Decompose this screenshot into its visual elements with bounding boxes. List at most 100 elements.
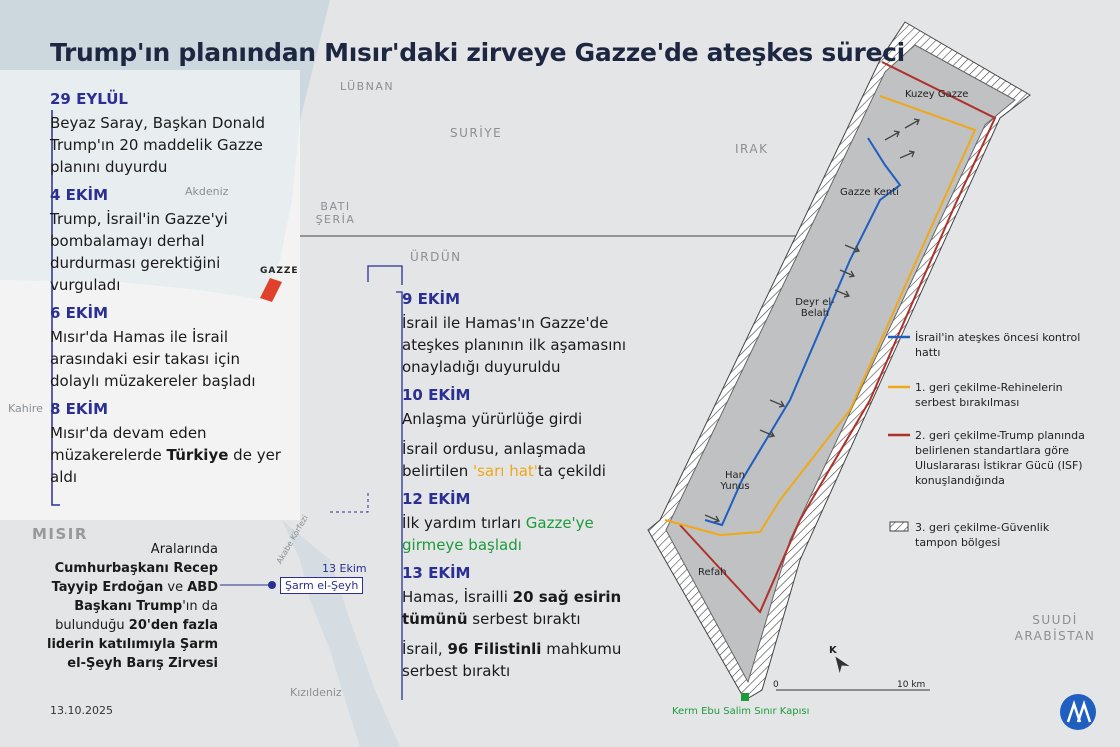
summit-dot — [268, 581, 276, 589]
event: 8 EKİM Mısır'da devam eden müzakerelerde … — [50, 400, 290, 488]
text-segment: ABD Başkanı Trump — [74, 580, 218, 614]
event-date: 9 EKİM — [402, 290, 461, 308]
left-panel — [0, 70, 300, 520]
legend-label: 1. geri çekilme-Rehinelerin serbest bıra… — [915, 381, 1063, 409]
event: 12 EKİM İlk yardım tırları Gazze'ye girme… — [402, 490, 647, 556]
text-segment: Mısır'da devam eden müzakerelerde — [50, 424, 207, 464]
legend-label: 3. geri çekilme-Güvenlik tampon bölgesi — [915, 521, 1050, 549]
event-date: 6 EKİM — [50, 304, 109, 322]
map-label: Akdeniz — [185, 185, 229, 198]
text-segment: de yer aldı — [50, 446, 281, 486]
map-label: SURİYE — [450, 126, 503, 140]
legend-label: 2. geri çekilme-Trump planında belirlene… — [915, 429, 1085, 487]
map-label: BATI ŞERİA — [315, 200, 356, 226]
legend-swatch — [889, 521, 909, 532]
event: 4 EKİM Trump, İsrail'in Gazze'yi bombalam… — [50, 186, 290, 296]
place-label: Gazze Kenti — [840, 187, 899, 198]
text-segment: Anlaşma yürürlüğe girdi — [402, 410, 583, 428]
map-label: LÜBNAN — [340, 80, 395, 93]
place-label: Deyr el-Belah — [795, 297, 835, 319]
logo-mark — [1066, 700, 1092, 723]
event: 9 EKİM İsrail ile Hamas'ın Gazze'de ateşk… — [402, 290, 647, 378]
event-text: Trump, İsrail'in Gazze'yi bombalamayı de… — [50, 208, 290, 296]
red-sea — [282, 520, 400, 747]
event: 10 EKİM Anlaşma yürürlüğe girdi İsrail ord… — [402, 386, 647, 482]
text-segment: mahkumu serbest bıraktı — [402, 640, 622, 680]
text-segment: ve — [163, 580, 188, 595]
text-segment: ta çekildi — [537, 462, 606, 480]
event-text: Mısır'da devam eden müzakerelerde Türkiy… — [50, 422, 290, 488]
north-label: K — [829, 645, 837, 656]
event-date: 29 EYLÜL — [50, 90, 128, 108]
text-segment: Gazze'ye girmeye başladı — [402, 514, 594, 554]
event-date: 4 EKİM — [50, 186, 109, 204]
gaza-strip — [665, 44, 1016, 684]
timeline-left-line — [51, 110, 60, 506]
event-text: İsrail ile Hamas'ın Gazze'de ateşkes pla… — [402, 312, 647, 378]
event-date: 13 EKİM — [402, 564, 471, 582]
event-date: 8 EKİM — [50, 400, 109, 418]
map-label: SUUDİ ARABİSTAN — [1014, 613, 1096, 643]
withdrawal-line-1 — [664, 95, 977, 537]
text-segment: Türkiye — [166, 446, 229, 464]
event-text: İlk yardım tırları Gazze'ye girmeye başl… — [402, 512, 647, 556]
summit-note: Aralarında Cumhurbaşkanı Recep Tayyip Er… — [40, 540, 218, 673]
event-text: Mısır'da Hamas ile İsrail arasındaki esi… — [50, 326, 290, 392]
text-segment: Aralarında — [150, 542, 218, 557]
place-label: Refah — [698, 567, 727, 578]
text-segment: Trump, İsrail'in Gazze'yi bombalamayı de… — [50, 210, 228, 294]
map-label: GAZZE — [260, 266, 299, 276]
event-text: Hamas, İsrailli 20 sağ esirin tümünü ser… — [402, 586, 647, 630]
event-text: Anlaşma yürürlüğe girdi — [402, 408, 647, 430]
logo — [1060, 694, 1096, 730]
place-label: Kuzey Gazze — [905, 89, 969, 100]
text-segment: serbest bıraktı — [467, 610, 581, 628]
withdrawal-arrows — [704, 118, 920, 523]
north-arrow — [835, 656, 850, 673]
crossing-marker — [741, 693, 749, 701]
text-segment: 20 sağ esirin tümünü — [402, 588, 622, 628]
summit-date: 13 Ekim — [322, 562, 367, 575]
event: 6 EKİM Mısır'da Hamas ile İsrail arasında… — [50, 304, 290, 392]
event-text: İsrail, 96 Filistinli mahkumu serbest bı… — [402, 638, 647, 682]
title: Trump'ın planından Mısır'daki zirveye Ga… — [50, 38, 905, 67]
map-label: ÜRDÜN — [410, 250, 462, 264]
map-label: MISIR — [32, 525, 88, 543]
connector — [330, 490, 369, 513]
map-label: IRAK — [735, 142, 769, 156]
event-date: 10 EKİM — [402, 386, 471, 404]
text-segment: İsrail ile Hamas'ın Gazze'de ateşkes pla… — [402, 314, 627, 376]
legend-label: İsrail'in ateşkes öncesi kontrol hattı — [915, 331, 1081, 359]
control-line — [704, 137, 902, 527]
event: 29 EYLÜL Beyaz Saray, Başkan Donald Trump… — [50, 90, 290, 178]
text-segment: 20'den fazla liderin katılımıyla Şarm el… — [46, 618, 218, 671]
text-segment: Hamas, İsrailli — [402, 588, 513, 606]
crossing-label: Kerm Ebu Salim Sınır Kapısı — [672, 706, 810, 717]
summit-place: Şarm el-Şeyh — [280, 577, 364, 594]
timeline-right-line — [367, 265, 403, 700]
gaza-location — [260, 278, 282, 302]
event-date: 12 EKİM — [402, 490, 471, 508]
date: 13.10.2025 — [50, 704, 113, 717]
timeline-right: 9 EKİM İsrail ile Hamas'ın Gazze'de ateşk… — [402, 290, 647, 690]
withdrawal-line-2 — [679, 61, 997, 614]
text-segment: Beyaz Saray, Başkan Donald Trump'ın 20 m… — [50, 114, 266, 176]
scale-label: 10 km — [897, 680, 926, 690]
text-segment: Mısır'da Hamas ile İsrail arasındaki esi… — [50, 328, 256, 390]
text-segment: İsrail ordusu, anlaşmada belirtilen — [402, 440, 587, 480]
event-text: İsrail ordusu, anlaşmada belirtilen 'sar… — [402, 438, 647, 482]
event: 13 EKİM Hamas, İsrailli 20 sağ esirin tüm… — [402, 564, 647, 682]
text-segment: 96 Filistinli — [447, 640, 542, 658]
text-segment: 'ın da bulunduğu — [55, 599, 218, 633]
map-label: Kızıldeniz — [290, 686, 342, 699]
text-segment: İsrail, — [402, 640, 448, 658]
scale-label: 0 — [773, 680, 779, 690]
timeline-left: 29 EYLÜL Beyaz Saray, Başkan Donald Trump… — [50, 90, 290, 496]
text-segment: İlk yardım tırları — [402, 514, 526, 532]
map-label: Kahire — [8, 402, 43, 415]
text-segment: Cumhurbaşkanı Recep Tayyip Erdoğan — [51, 561, 218, 595]
place-label: Han Yunus — [720, 470, 750, 492]
